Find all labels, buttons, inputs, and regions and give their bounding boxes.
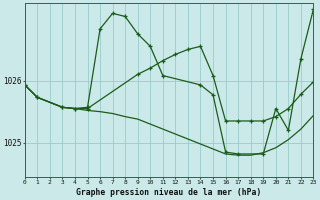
X-axis label: Graphe pression niveau de la mer (hPa): Graphe pression niveau de la mer (hPa)	[76, 188, 262, 197]
